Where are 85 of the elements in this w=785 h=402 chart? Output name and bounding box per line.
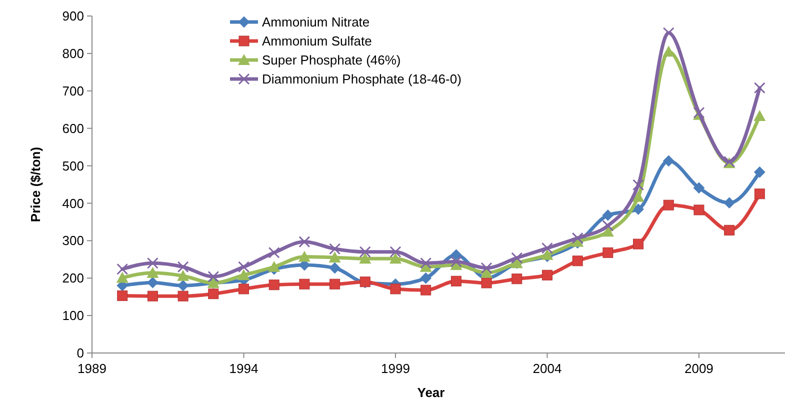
point (178, 280, 189, 292)
point (116, 263, 128, 275)
point (572, 232, 584, 244)
point (663, 155, 674, 166)
point (542, 270, 552, 280)
y-tick-label: 600 (62, 120, 84, 136)
x-tick-label: 1989 (78, 361, 106, 376)
point (268, 280, 280, 290)
point (480, 262, 492, 274)
point (238, 261, 250, 273)
point (238, 284, 249, 294)
point (632, 190, 644, 202)
point (147, 290, 158, 302)
point (662, 27, 674, 39)
point (602, 247, 614, 258)
point (147, 277, 158, 288)
point (359, 246, 371, 258)
y-tick-label: 400 (62, 196, 84, 211)
point (330, 278, 340, 290)
legend-label: Diammonium Phosphate (18-46-0) (262, 72, 462, 87)
point (420, 272, 432, 284)
point (693, 182, 704, 194)
legend-label: Ammonium Nitrate (262, 14, 370, 30)
y-tick-label: 200 (62, 270, 84, 286)
point (602, 220, 614, 232)
point (754, 166, 766, 178)
legend-label: Super Phosphate (46%) (262, 52, 401, 68)
point (754, 188, 765, 200)
point (389, 252, 402, 264)
point (298, 250, 310, 262)
point (208, 288, 219, 300)
point (724, 224, 735, 236)
y-tick-label: 500 (62, 158, 84, 174)
point (632, 179, 644, 191)
x-axis-title: Year (417, 385, 445, 400)
x-tick-label: 2009 (684, 361, 714, 376)
y-tick-label: 0 (76, 346, 84, 361)
point (177, 261, 189, 273)
y-tick-label: 100 (62, 308, 84, 324)
point (572, 256, 583, 266)
point (116, 272, 128, 283)
point (450, 249, 462, 260)
point (724, 197, 735, 208)
point (390, 246, 402, 258)
x-tick-label: 1994 (229, 361, 258, 376)
point (208, 270, 220, 282)
y-axis-title: Price ($/ton) (28, 146, 43, 222)
point (178, 290, 188, 302)
point (511, 252, 523, 264)
point (117, 290, 128, 301)
point (602, 210, 614, 221)
point (329, 243, 341, 255)
point (299, 278, 310, 290)
point (268, 260, 280, 272)
point (328, 252, 341, 263)
point (512, 274, 522, 284)
y-tick-label: 800 (62, 46, 84, 61)
point (450, 256, 462, 268)
point (268, 246, 280, 258)
x-tick-label: 2004 (532, 361, 562, 376)
y-tick-label: 300 (62, 233, 84, 248)
point (754, 82, 766, 94)
point (146, 257, 158, 269)
point (329, 262, 340, 274)
y-tick-label: 900 (62, 8, 84, 24)
point (632, 204, 644, 215)
point (481, 278, 492, 288)
legend-label: Ammonium Sulfate (262, 34, 372, 49)
point (390, 284, 401, 294)
point (177, 270, 190, 281)
x-tick-label: 1999 (381, 361, 410, 376)
point (450, 276, 462, 286)
point (663, 200, 674, 210)
point (754, 110, 766, 121)
point (541, 248, 554, 260)
point (359, 252, 372, 264)
point (694, 204, 704, 216)
point (146, 266, 159, 278)
point (420, 284, 432, 296)
point (541, 242, 553, 254)
point (298, 236, 310, 248)
y-tick-label: 700 (62, 83, 84, 98)
point (633, 238, 644, 250)
point (238, 269, 250, 280)
point (420, 257, 432, 269)
